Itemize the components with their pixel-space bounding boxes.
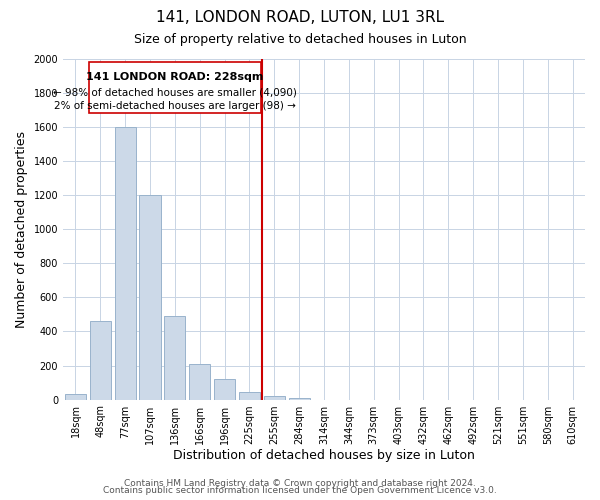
Bar: [189, 364, 211, 400]
Bar: [214, 379, 235, 400]
Text: Contains public sector information licensed under the Open Government Licence v3: Contains public sector information licen…: [103, 486, 497, 495]
Y-axis label: Number of detached properties: Number of detached properties: [15, 131, 28, 328]
Text: 2% of semi-detached houses are larger (98) →: 2% of semi-detached houses are larger (9…: [54, 100, 296, 110]
Bar: [164, 316, 185, 400]
Bar: [115, 127, 136, 400]
Bar: [139, 195, 161, 400]
Text: 141 LONDON ROAD: 228sqm: 141 LONDON ROAD: 228sqm: [86, 72, 263, 82]
Text: Contains HM Land Registry data © Crown copyright and database right 2024.: Contains HM Land Registry data © Crown c…: [124, 478, 476, 488]
Bar: [264, 396, 285, 400]
X-axis label: Distribution of detached houses by size in Luton: Distribution of detached houses by size …: [173, 450, 475, 462]
Text: Size of property relative to detached houses in Luton: Size of property relative to detached ho…: [134, 32, 466, 46]
Text: 141, LONDON ROAD, LUTON, LU1 3RL: 141, LONDON ROAD, LUTON, LU1 3RL: [156, 10, 444, 25]
FancyBboxPatch shape: [89, 62, 260, 114]
Bar: [90, 321, 111, 400]
Bar: [289, 398, 310, 400]
Bar: [65, 394, 86, 400]
Text: ← 98% of detached houses are smaller (4,090): ← 98% of detached houses are smaller (4,…: [53, 88, 297, 98]
Bar: [239, 392, 260, 400]
